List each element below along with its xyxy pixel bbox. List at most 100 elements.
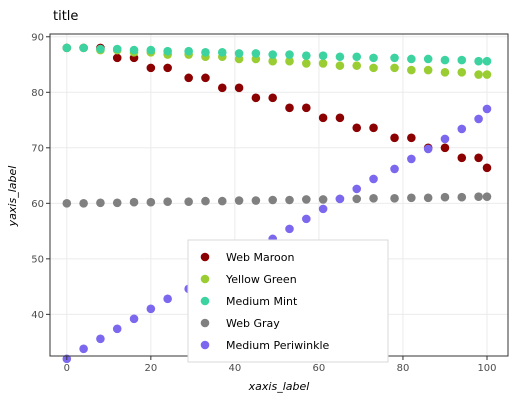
medium-mint-point: [390, 53, 399, 63]
y-tick-label: 50: [31, 254, 44, 265]
legend-key: [200, 340, 210, 350]
web-gray-point: [163, 197, 172, 206]
medium-mint-point: [163, 46, 172, 56]
web-gray-point: [482, 192, 492, 201]
y-axis-title: yaxis_label: [6, 166, 19, 228]
web-maroon-point: [318, 113, 328, 123]
web-maroon-point: [440, 143, 450, 153]
legend-key: [200, 318, 210, 328]
medium-mint-point: [79, 43, 88, 53]
x-tick-label: 60: [313, 363, 326, 374]
legend-key: [200, 296, 210, 306]
medium-periwinkle-point: [474, 114, 483, 124]
series-web-gray: [62, 192, 492, 208]
web-gray-point: [251, 196, 261, 205]
yellow-green-point: [474, 70, 483, 79]
medium-periwinkle-point: [352, 184, 362, 194]
y-tick-label: 80: [31, 88, 44, 99]
web-maroon-point: [146, 63, 156, 73]
medium-mint-point: [335, 52, 345, 62]
medium-mint-point: [369, 53, 378, 63]
web-maroon-point: [474, 153, 483, 163]
medium-mint-point: [201, 48, 210, 57]
web-gray-point: [285, 195, 294, 205]
medium-mint-point: [440, 55, 450, 65]
web-gray-point: [184, 197, 193, 206]
web-gray-point: [129, 197, 139, 207]
medium-periwinkle-point: [302, 214, 311, 224]
x-tick-label: 20: [144, 363, 157, 374]
web-maroon-point: [163, 63, 172, 73]
yellow-green-point: [335, 61, 345, 70]
medium-mint-point: [423, 54, 433, 64]
web-gray-point: [302, 195, 311, 204]
web-maroon-point: [201, 73, 210, 83]
x-tick-label: 40: [229, 363, 242, 374]
y-tick-label: 70: [31, 143, 44, 154]
yellow-green-point: [268, 56, 277, 66]
web-maroon-point: [369, 123, 378, 133]
yellow-green-point: [407, 65, 416, 75]
chart-title: title: [53, 9, 78, 24]
legend-label: Web Maroon: [226, 251, 294, 264]
medium-mint-point: [234, 49, 244, 58]
y-axis-ticks: 40 50 60 70 80 90: [31, 32, 50, 321]
yellow-green-point: [390, 63, 399, 73]
web-gray-point: [62, 199, 72, 208]
medium-periwinkle-point: [390, 164, 399, 174]
medium-periwinkle-point: [146, 304, 156, 314]
web-maroon-point: [268, 93, 277, 103]
yellow-green-point: [369, 63, 378, 73]
legend-label: Yellow Green: [225, 273, 297, 286]
web-gray-point: [268, 195, 277, 205]
data-points: [62, 43, 492, 364]
web-gray-point: [112, 198, 122, 208]
medium-periwinkle-point: [318, 204, 328, 214]
web-gray-point: [390, 194, 399, 203]
yellow-green-point: [440, 68, 450, 77]
medium-periwinkle-point: [335, 194, 345, 204]
medium-periwinkle-point: [129, 314, 139, 324]
y-tick-label: 60: [31, 199, 44, 210]
yellow-green-point: [423, 65, 433, 75]
medium-periwinkle-point: [96, 334, 105, 344]
x-tick-label: 100: [477, 363, 496, 374]
web-gray-point: [407, 193, 416, 203]
medium-periwinkle-point: [112, 324, 122, 334]
web-gray-point: [79, 199, 88, 208]
legend-label: Medium Periwinkle: [226, 339, 330, 352]
medium-mint-point: [285, 50, 294, 59]
medium-mint-point: [352, 52, 362, 62]
web-gray-point: [457, 192, 467, 202]
x-tick-label: 80: [397, 363, 410, 374]
medium-mint-point: [268, 50, 277, 59]
yellow-green-point: [352, 61, 362, 70]
y-tick-label: 40: [31, 310, 44, 321]
legend: Web Maroon Yellow Green Medium Mint Web Gra…: [187, 239, 389, 363]
medium-mint-point: [407, 54, 416, 64]
web-maroon-point: [217, 83, 227, 93]
medium-mint-point: [112, 44, 122, 54]
medium-mint-point: [251, 49, 261, 58]
y-tick-label: 90: [31, 32, 44, 43]
medium-periwinkle-point: [423, 144, 433, 154]
medium-mint-point: [96, 44, 105, 54]
web-gray-point: [369, 194, 378, 203]
medium-mint-point: [318, 51, 328, 60]
web-maroon-point: [184, 73, 193, 83]
yellow-green-point: [457, 68, 467, 77]
web-gray-point: [423, 193, 433, 203]
web-maroon-point: [112, 53, 122, 63]
yellow-green-point: [318, 59, 328, 68]
medium-mint-point: [184, 46, 193, 56]
web-maroon-point: [335, 113, 345, 123]
web-maroon-point: [390, 133, 399, 143]
web-gray-point: [474, 192, 483, 201]
web-maroon-point: [457, 153, 467, 163]
web-gray-point: [146, 197, 156, 207]
medium-periwinkle-point: [407, 154, 416, 164]
medium-periwinkle-point: [369, 174, 378, 184]
medium-mint-point: [474, 56, 483, 66]
x-tick-label: 0: [64, 363, 70, 374]
